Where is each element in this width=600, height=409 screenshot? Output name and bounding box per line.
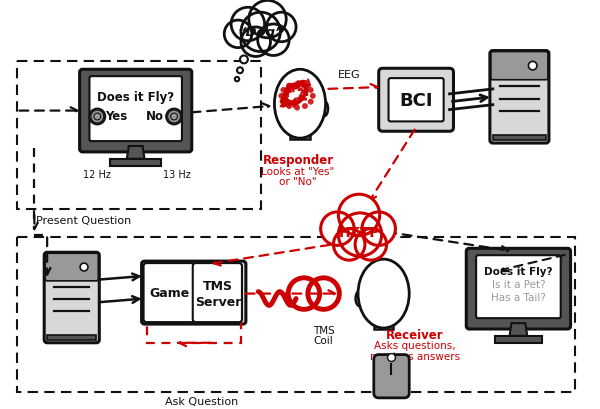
Circle shape bbox=[286, 83, 292, 89]
Circle shape bbox=[355, 229, 386, 261]
Bar bbox=[110, 160, 161, 166]
Ellipse shape bbox=[356, 291, 364, 307]
Circle shape bbox=[280, 99, 286, 106]
Text: “Dog”: “Dog” bbox=[238, 26, 284, 39]
Bar bbox=[146, 321, 241, 343]
Circle shape bbox=[224, 21, 252, 49]
Circle shape bbox=[280, 88, 286, 94]
Text: or "No": or "No" bbox=[279, 177, 317, 187]
FancyBboxPatch shape bbox=[466, 249, 571, 329]
FancyBboxPatch shape bbox=[374, 355, 409, 398]
Text: Has a Tail?: Has a Tail? bbox=[491, 292, 546, 302]
FancyBboxPatch shape bbox=[80, 70, 192, 153]
Circle shape bbox=[338, 195, 380, 236]
Circle shape bbox=[240, 56, 248, 64]
Circle shape bbox=[278, 94, 284, 99]
Text: Does it Fly?: Does it Fly? bbox=[484, 266, 553, 276]
FancyBboxPatch shape bbox=[193, 263, 242, 322]
Text: TMS: TMS bbox=[203, 279, 233, 292]
Text: 13 Hz: 13 Hz bbox=[163, 169, 191, 179]
Circle shape bbox=[529, 62, 537, 71]
Text: 12 Hz: 12 Hz bbox=[83, 169, 110, 179]
Text: receives answers: receives answers bbox=[370, 351, 460, 361]
Bar bbox=[495, 336, 542, 343]
Text: No: No bbox=[146, 110, 164, 123]
Text: Responder: Responder bbox=[262, 153, 334, 166]
Bar bbox=[290, 122, 310, 140]
Circle shape bbox=[266, 13, 296, 43]
Circle shape bbox=[308, 99, 314, 106]
Bar bbox=[17, 62, 260, 209]
Text: Coil: Coil bbox=[314, 335, 334, 345]
Text: Present Question: Present Question bbox=[36, 216, 131, 225]
Text: Looks at "Yes": Looks at "Yes" bbox=[262, 166, 335, 176]
Polygon shape bbox=[127, 147, 145, 160]
Text: TMS: TMS bbox=[313, 325, 334, 335]
FancyBboxPatch shape bbox=[379, 69, 454, 132]
Bar bbox=[374, 312, 394, 329]
FancyBboxPatch shape bbox=[490, 52, 549, 144]
Circle shape bbox=[334, 229, 365, 261]
Circle shape bbox=[235, 78, 239, 82]
Text: Yes: Yes bbox=[105, 110, 127, 123]
Text: EEG: EEG bbox=[337, 70, 360, 80]
Text: Is it a Pet?: Is it a Pet? bbox=[491, 279, 545, 289]
Circle shape bbox=[89, 109, 105, 125]
FancyBboxPatch shape bbox=[476, 256, 561, 318]
Circle shape bbox=[257, 25, 289, 56]
Text: Asks questions,: Asks questions, bbox=[374, 340, 456, 350]
Text: Game: Game bbox=[149, 286, 189, 299]
Text: Receiver: Receiver bbox=[386, 328, 444, 341]
Text: Server: Server bbox=[195, 295, 242, 308]
Circle shape bbox=[166, 109, 182, 125]
Ellipse shape bbox=[274, 70, 326, 139]
Circle shape bbox=[80, 263, 88, 271]
Bar bbox=[17, 237, 575, 392]
Ellipse shape bbox=[319, 101, 328, 117]
Bar bbox=[47, 335, 97, 340]
Circle shape bbox=[302, 83, 308, 89]
Circle shape bbox=[241, 28, 271, 57]
Text: Does it Fly?: Does it Fly? bbox=[97, 91, 174, 104]
FancyBboxPatch shape bbox=[142, 261, 246, 324]
Circle shape bbox=[294, 106, 300, 111]
Text: Ask Question: Ask Question bbox=[165, 396, 238, 406]
FancyBboxPatch shape bbox=[89, 77, 182, 142]
Circle shape bbox=[338, 213, 382, 256]
FancyBboxPatch shape bbox=[143, 263, 195, 322]
Circle shape bbox=[310, 94, 316, 99]
Circle shape bbox=[308, 88, 314, 94]
Circle shape bbox=[320, 212, 354, 246]
Circle shape bbox=[249, 1, 286, 39]
FancyBboxPatch shape bbox=[45, 254, 98, 281]
Polygon shape bbox=[509, 323, 527, 336]
Ellipse shape bbox=[358, 259, 409, 328]
Circle shape bbox=[362, 212, 395, 246]
FancyBboxPatch shape bbox=[389, 79, 443, 122]
Circle shape bbox=[294, 82, 300, 88]
Circle shape bbox=[286, 104, 292, 110]
Text: HTTP: HTTP bbox=[338, 225, 380, 239]
FancyBboxPatch shape bbox=[44, 253, 99, 343]
Circle shape bbox=[231, 8, 265, 42]
FancyBboxPatch shape bbox=[491, 52, 548, 81]
Text: BCI: BCI bbox=[400, 92, 433, 110]
Bar bbox=[493, 136, 546, 141]
Circle shape bbox=[241, 13, 280, 52]
Circle shape bbox=[237, 68, 243, 74]
Circle shape bbox=[302, 104, 308, 110]
Circle shape bbox=[388, 354, 395, 362]
